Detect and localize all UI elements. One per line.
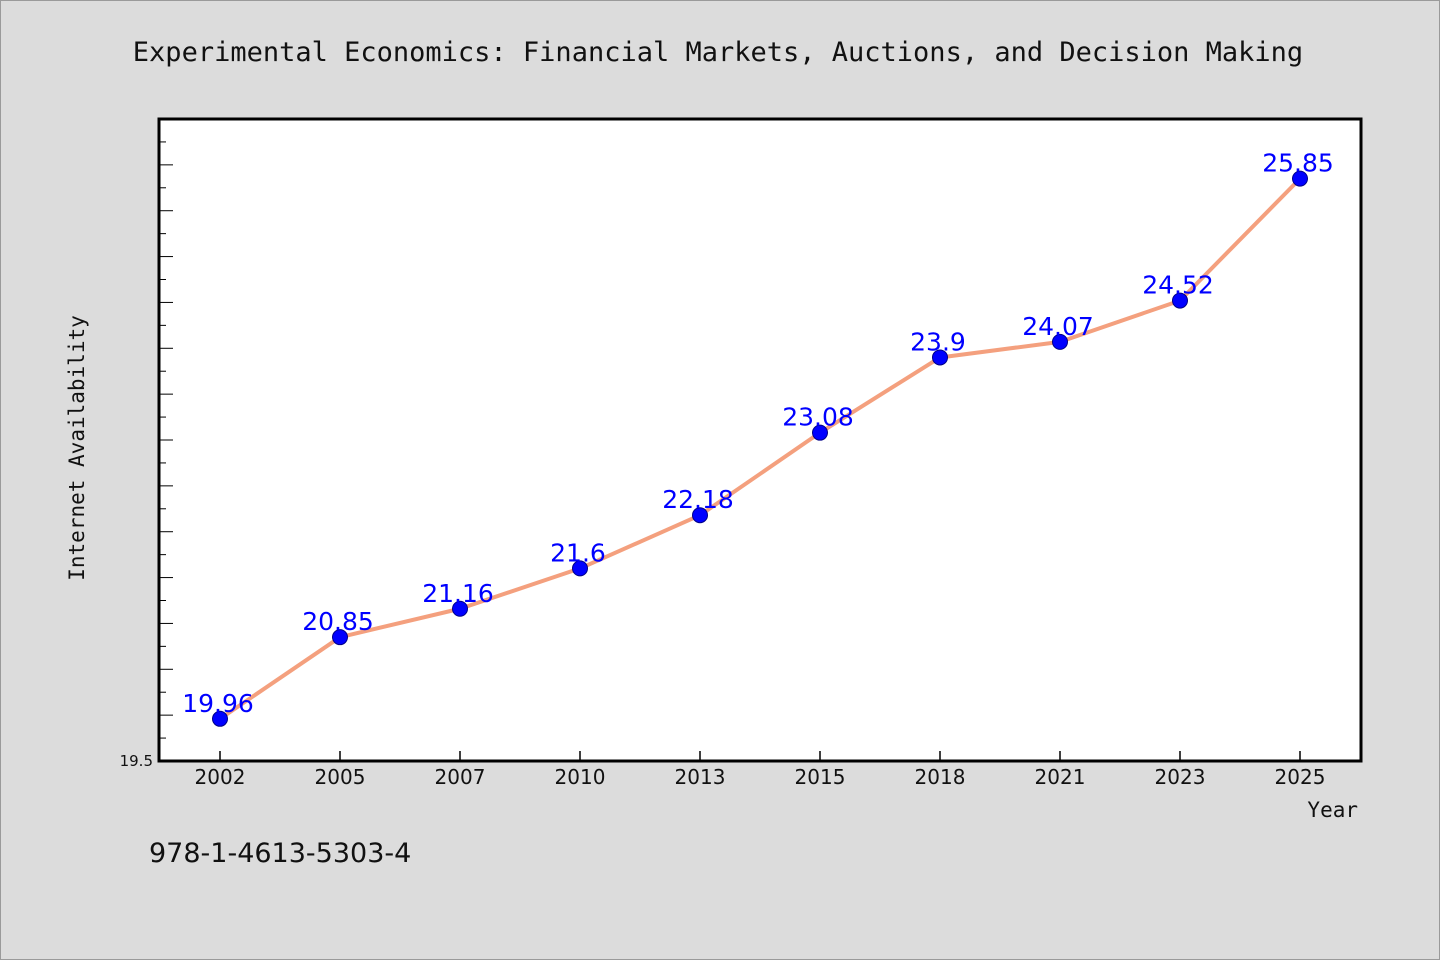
data-point bbox=[692, 507, 708, 524]
data-label: 23.9 bbox=[910, 327, 966, 356]
chart-title: Experimental Economics: Financial Market… bbox=[133, 37, 1303, 68]
data-point bbox=[812, 424, 828, 441]
data-point bbox=[1292, 170, 1308, 187]
data-label: 20.85 bbox=[302, 607, 374, 636]
series-line bbox=[218, 176, 1302, 721]
data-label: 24.07 bbox=[1022, 312, 1094, 341]
plot-area bbox=[157, 117, 1363, 763]
data-label: 25.85 bbox=[1262, 149, 1334, 178]
x-axis-tick-labels: 2002 2005 2007 2010 2013 2015 2018 2021 2023 2025 bbox=[195, 765, 1326, 789]
data-point bbox=[212, 710, 228, 727]
data-point bbox=[1052, 333, 1068, 350]
x-tick-label: 2025 bbox=[1275, 765, 1326, 789]
data-labels: 19.96 20.85 21.16 21.6 22.18 23.08 23.9 24.07 24… bbox=[182, 149, 1334, 718]
data-label: 23.08 bbox=[782, 403, 854, 432]
x-tick-label: 2015 bbox=[795, 765, 846, 789]
data-point bbox=[572, 560, 588, 577]
y-axis-ticks bbox=[159, 118, 173, 762]
data-markers bbox=[212, 170, 1308, 727]
data-label: 21.16 bbox=[422, 579, 494, 608]
x-tick-label: 2007 bbox=[435, 765, 486, 789]
data-label: 19.96 bbox=[182, 689, 254, 718]
x-tick-label: 2021 bbox=[1035, 765, 1086, 789]
x-tick-label: 2002 bbox=[195, 765, 246, 789]
x-axis-label: Year bbox=[1307, 798, 1358, 822]
x-tick-label: 2010 bbox=[555, 765, 606, 789]
x-axis-ticks bbox=[219, 751, 1301, 761]
data-point bbox=[332, 629, 348, 646]
data-label: 22.18 bbox=[662, 485, 734, 514]
y-axis-label: Internet Availability bbox=[65, 315, 89, 581]
data-point bbox=[932, 349, 948, 366]
data-point bbox=[452, 600, 468, 617]
isbn-text: 978-1-4613-5303-4 bbox=[149, 838, 411, 869]
x-tick-label: 2018 bbox=[915, 765, 966, 789]
y-tick-label: 19.5 bbox=[120, 752, 153, 770]
data-label: 24.52 bbox=[1142, 271, 1214, 300]
data-label: 21.6 bbox=[550, 538, 606, 567]
x-tick-label: 2005 bbox=[315, 765, 366, 789]
y-axis-tick-labels: 19.5 bbox=[120, 752, 153, 770]
data-point bbox=[1172, 292, 1188, 309]
x-tick-label: 2013 bbox=[675, 765, 726, 789]
x-tick-label: 2023 bbox=[1155, 765, 1206, 789]
